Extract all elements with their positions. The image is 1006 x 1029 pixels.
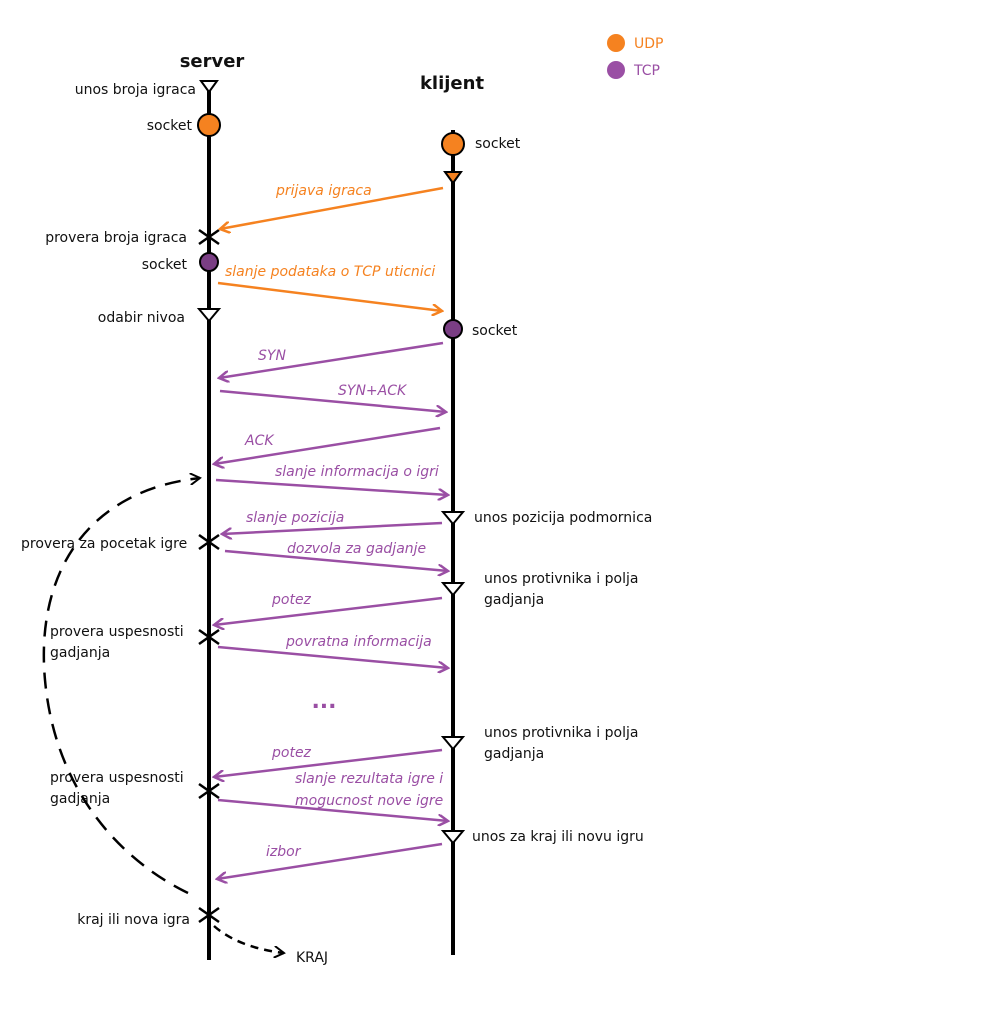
server-input-triangle-icon [199,80,219,94]
message-label: potez [271,592,312,608]
client-label: socket [472,323,518,339]
legend-udp-label: UDP [634,36,663,52]
server-labels: unos broja igraca socket provera broja i… [21,82,196,928]
loop-back-arrow [42,478,200,895]
check-asterisk-icon [198,533,220,551]
orange-dot-icon [607,34,625,52]
message-arrow [214,596,443,625]
message-label: SYN+ACK [338,383,408,399]
message-label: slanje pozicija [246,510,344,526]
server-tcp-socket-icon [199,252,219,272]
message-arrow [215,478,448,495]
message-arrow [217,798,448,821]
message-label: dozvola za gadjanje [287,541,426,557]
message-arrow [214,426,441,464]
server-input-triangle-icon [196,308,222,323]
check-asterisk-icon [198,628,220,646]
message-label: ACK [244,433,275,449]
message-arrow [222,521,443,534]
server-label: provera broja igraca [45,230,187,246]
server-label: gadjanja [50,645,110,661]
message-label: mogucnost nove igre [295,793,443,809]
message-arrow [219,389,446,412]
end-label: KRAJ [296,950,328,966]
server-header: server [180,51,245,72]
client-input-triangle-icon [440,511,466,526]
message-label: povratna informacija [285,634,432,650]
client-label: unos protivnika i polja [484,725,638,741]
end-arrow [213,925,284,953]
client-labels: socket socket unos pozicija podmornica u… [472,136,652,845]
client-label: unos pozicija podmornica [474,510,652,526]
legend: UDP TCP [607,34,663,79]
client-label: unos za kraj ili novu igru [472,829,644,845]
message-label: prijava igraca [275,183,372,199]
client-input-triangle-icon [440,736,466,751]
server-label: provera uspesnosti [50,624,184,640]
server-label: provera uspesnosti [50,770,184,786]
client-input-triangle-icon [440,582,466,597]
client-header: klijent [420,73,485,94]
server-udp-socket-icon [197,113,221,137]
message-arrow [220,186,444,229]
client-input-triangle-icon [440,830,466,845]
check-asterisk-icon [198,906,220,924]
message-label: izbor [266,844,302,860]
message-arrow [217,645,448,668]
purple-dot-icon [607,61,625,79]
client-label: gadjanja [484,746,544,762]
client-udp-socket-icon [441,132,465,156]
server-check-marks [198,228,220,924]
message-label: SYN [258,348,286,364]
message-arrow [219,341,444,378]
message-label: slanje informacija o igri [275,464,439,480]
server-label: provera za pocetak igre [21,536,187,552]
ellipsis: ... [311,689,336,714]
server-label: odabir nivoa [98,310,185,326]
client-tcp-socket-icon [443,319,463,339]
message-arrow [217,281,442,311]
message-label: slanje rezultata igre i [295,771,443,787]
message-arrow [214,748,443,777]
server-label: socket [142,257,188,273]
server-label: unos broja igraca [75,82,196,98]
client-label: unos protivnika i polja [484,571,638,587]
message-label: slanje podataka o TCP uticnici [225,264,435,280]
check-asterisk-icon [198,782,220,800]
client-label: gadjanja [484,592,544,608]
server-label: gadjanja [50,791,110,807]
legend-tcp-label: TCP [633,63,660,79]
message-arrow [224,549,448,571]
message-arrow [217,842,443,879]
client-label: socket [475,136,521,152]
server-label: socket [147,118,193,134]
client-input-triangle-icon [443,171,463,185]
server-label: kraj ili nova igra [77,912,190,928]
check-asterisk-icon [198,228,220,246]
message-label: potez [271,745,312,761]
